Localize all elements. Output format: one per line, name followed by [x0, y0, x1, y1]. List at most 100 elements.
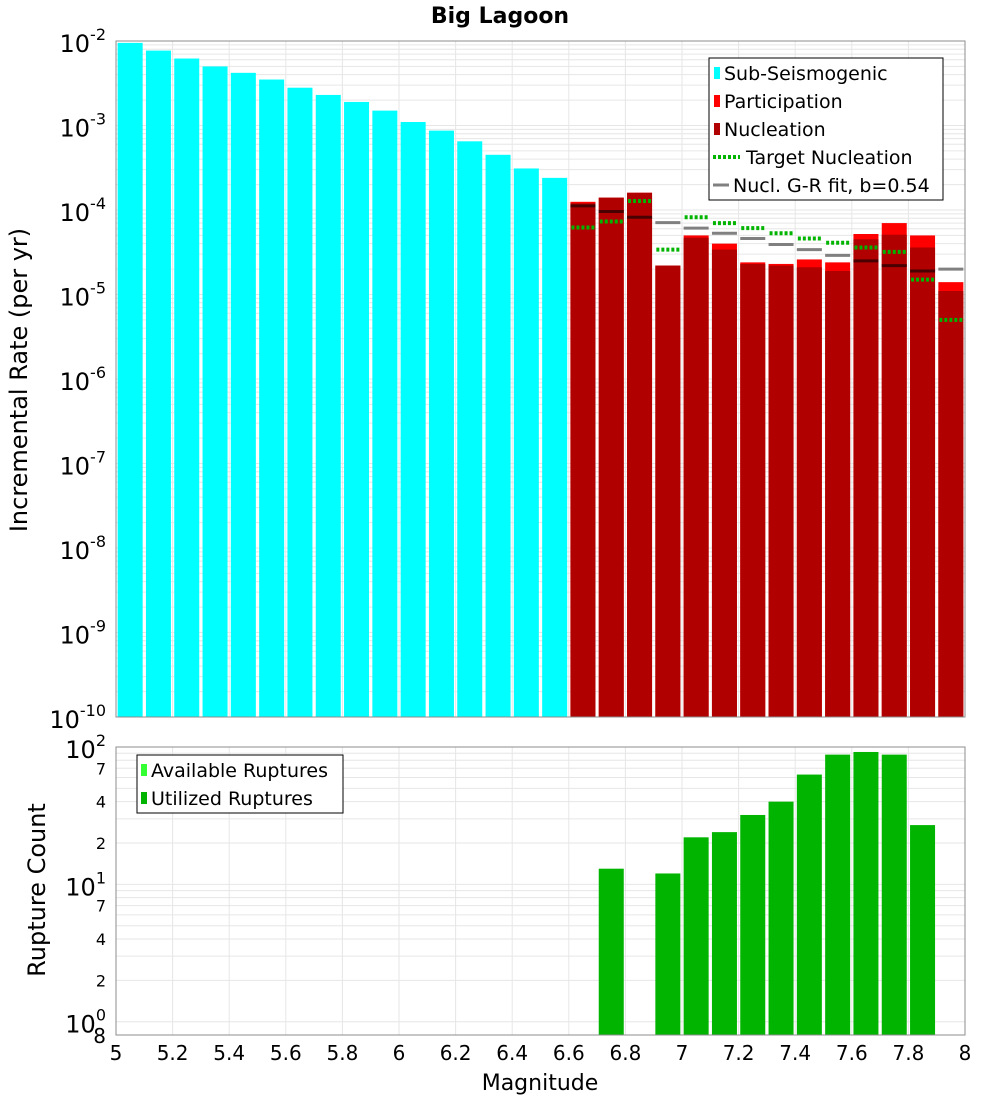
x-tick-label: 7.4: [779, 1041, 811, 1065]
x-tick-label: 5.4: [213, 1041, 245, 1065]
top-y-tick-label: 10-4: [60, 194, 107, 227]
legend-swatch: [714, 95, 720, 107]
x-axis-label: Magnitude: [482, 1071, 599, 1096]
top-y-tick-label: 10-9: [60, 617, 107, 650]
legend-label: Participation: [724, 91, 843, 113]
nucleation-bar: [655, 265, 681, 717]
bottom-legend-box: [136, 754, 344, 814]
utilized-ruptures-bar: [768, 801, 794, 1035]
sub-seismogenic-bar: [372, 110, 398, 717]
sub-seismogenic-bar: [485, 154, 511, 718]
sub-seismogenic-bar: [344, 101, 370, 718]
bottom-y-minor-tick-label: 4: [96, 930, 106, 949]
legend-swatch: [141, 792, 147, 804]
utilized-ruptures-bar: [740, 814, 766, 1035]
sub-seismogenic-bar: [457, 141, 483, 717]
top-y-tick-label: 10-2: [60, 25, 107, 58]
sub-seismogenic-bar: [315, 94, 341, 717]
nucleation-bar: [910, 247, 936, 717]
bottom-y-tick-labels: 100 101 102 2 4 7 2 4 7 8: [65, 731, 106, 1048]
bottom-y-minor-tick-label: 7: [96, 759, 106, 778]
utilized-ruptures-bar: [910, 825, 936, 1035]
x-tick-label: 5: [110, 1041, 123, 1065]
sub-seismogenic-bar: [287, 87, 313, 717]
sub-seismogenic-bar: [259, 79, 285, 718]
x-tick-label: 7.6: [836, 1041, 868, 1065]
legend-swatch: [714, 67, 720, 79]
utilized-ruptures-bar: [825, 754, 851, 1035]
bottom-y-edge-tick-label: 8: [93, 1024, 106, 1048]
sub-seismogenic-bar: [400, 122, 426, 717]
x-tick-label: 7: [676, 1041, 689, 1065]
utilized-ruptures-bar: [598, 868, 624, 1035]
x-tick-label: 5.8: [326, 1041, 358, 1065]
bottom-plot-bars: [598, 751, 936, 1035]
utilized-ruptures-bar: [881, 754, 907, 1035]
nucleation-bar: [938, 291, 964, 717]
sub-seismogenic-bar: [202, 66, 228, 718]
chart-title: Big Lagoon: [431, 4, 569, 29]
bottom-y-minor-tick-label: 2: [96, 834, 106, 853]
x-tick-label: 5.2: [157, 1041, 189, 1065]
nucleation-bar: [853, 239, 879, 718]
legend-label: Nucleation: [724, 119, 826, 141]
top-plot-bars: [117, 42, 964, 718]
legend-label: Available Ruptures: [151, 760, 328, 782]
x-tick-label: 6.4: [496, 1041, 528, 1065]
bottom-plot-frame: [115, 746, 966, 1036]
legend-label: Sub-Seismogenic: [724, 63, 888, 85]
nucleation-bar: [825, 270, 851, 717]
x-tick-label: 6: [393, 1041, 406, 1065]
sub-seismogenic-bar: [428, 130, 454, 718]
x-tick-label: 6.6: [553, 1041, 585, 1065]
bottom-y-minor-tick-label: 4: [96, 793, 106, 812]
x-tick-label: 8: [959, 1041, 972, 1065]
nucleation-bar: [598, 197, 624, 718]
bottom-y-axis-label: Rupture Count: [23, 803, 51, 977]
sub-seismogenic-bar: [230, 72, 256, 717]
top-y-tick-label: 10-10: [49, 701, 106, 734]
top-y-tick-label: 10-8: [60, 532, 107, 565]
bottom-y-major-tick-label: 100: [65, 1006, 106, 1039]
top-y-tick-labels: 10-10 10-9 10-8 10-7 10-6 10-5 10-4 10-3 10-2: [49, 25, 106, 734]
top-y-tick-label: 10-7: [60, 448, 107, 481]
sub-seismogenic-bar: [542, 177, 568, 718]
nucleation-bar: [711, 249, 737, 717]
legend-label: Utilized Ruptures: [151, 788, 313, 810]
utilized-ruptures-bar: [683, 837, 709, 1035]
bottom-y-major-tick-label: 101: [65, 868, 106, 901]
legend-swatch: [714, 123, 720, 135]
nucleation-bar: [740, 263, 766, 717]
legend-label: Target Nucleation: [745, 147, 913, 169]
top-y-tick-label: 10-3: [60, 110, 107, 143]
x-tick-label: 6.8: [609, 1041, 641, 1065]
nucleation-bar: [627, 192, 653, 718]
top-y-tick-label: 10-6: [60, 363, 107, 396]
utilized-ruptures-bar: [853, 751, 879, 1035]
x-tick-label: 6.2: [440, 1041, 472, 1065]
utilized-ruptures-bar: [711, 832, 737, 1035]
sub-seismogenic-bar: [513, 168, 539, 718]
nucleation-bar: [683, 237, 709, 717]
nucleation-bar: [570, 203, 596, 717]
x-tick-label: 7.8: [892, 1041, 924, 1065]
bottom-y-major-tick-label: 102: [65, 731, 106, 764]
x-tick-label: 5.6: [270, 1041, 302, 1065]
x-tick-labels: 5 5.2 5.4 5.6 5.8 6 6.2 6.4 6.6 6.8 7 7.2 7.4 7.6 7.8 8: [110, 1041, 972, 1065]
utilized-ruptures-bar: [655, 873, 681, 1035]
bottom-y-minor-tick-label: 2: [96, 971, 106, 990]
top-plot-fit-lines: [570, 198, 964, 322]
top-y-axis-label: Incremental Rate (per yr): [5, 228, 33, 532]
sub-seismogenic-bar: [117, 42, 143, 718]
top-plot-frame: [115, 40, 966, 718]
sub-seismogenic-bar: [174, 58, 200, 717]
top-legend-box: [708, 57, 944, 201]
legend-label: Nucl. G-R fit, b=0.54: [733, 175, 930, 197]
top-legend: Sub-Seismogenic Participation Nucleation Ta…: [708, 57, 944, 201]
nucleation-bar: [796, 267, 822, 717]
sub-seismogenic-bar: [145, 50, 171, 717]
utilized-ruptures-bar: [796, 774, 822, 1035]
nucleation-bar: [768, 265, 794, 717]
bottom-legend: Available Ruptures Utilized Ruptures: [136, 754, 344, 814]
